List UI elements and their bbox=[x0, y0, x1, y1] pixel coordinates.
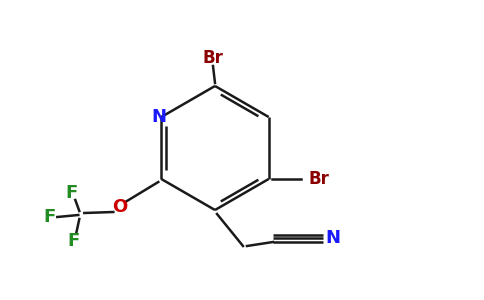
Text: N: N bbox=[152, 108, 167, 126]
Text: N: N bbox=[326, 229, 341, 247]
Text: F: F bbox=[67, 232, 79, 250]
Text: Br: Br bbox=[308, 170, 329, 188]
Text: O: O bbox=[112, 198, 127, 216]
Text: Br: Br bbox=[203, 49, 224, 67]
Text: F: F bbox=[43, 208, 56, 226]
Text: F: F bbox=[65, 184, 77, 202]
